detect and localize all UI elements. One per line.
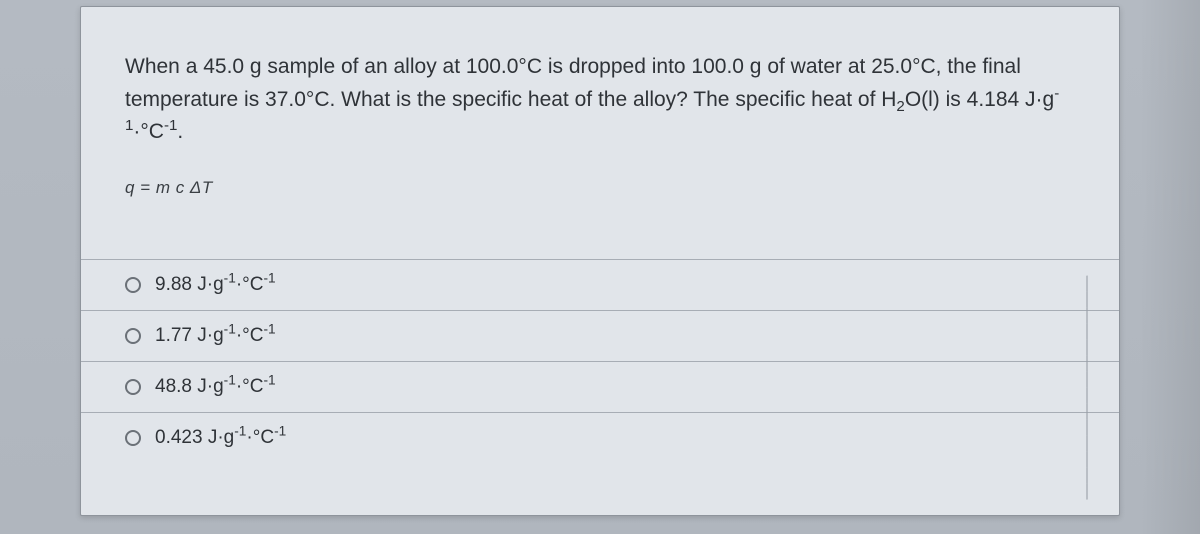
question-card: When a 45.0 g sample of an alloy at 100.…	[80, 6, 1120, 516]
page-shadow-right	[1140, 0, 1200, 534]
page-background: When a 45.0 g sample of an alloy at 100.…	[0, 0, 1200, 534]
option-row[interactable]: 48.8 J·g-1·°C-1	[81, 362, 1119, 413]
formula-hint: q = m c ΔT	[125, 175, 1075, 201]
question-text: When a 45.0 g sample of an alloy at 100.…	[125, 51, 1065, 149]
option-row[interactable]: 1.77 J·g-1·°C-1	[81, 311, 1119, 362]
option-row[interactable]: 0.423 J·g-1·°C-1	[81, 413, 1119, 463]
option-label: 1.77 J·g-1·°C-1	[155, 325, 276, 347]
option-row[interactable]: 9.88 J·g-1·°C-1	[81, 260, 1119, 311]
radio-icon[interactable]	[125, 379, 141, 395]
radio-icon[interactable]	[125, 277, 141, 293]
options-list: 9.88 J·g-1·°C-1 1.77 J·g-1·°C-1 48.8 J·g…	[81, 259, 1119, 463]
option-label: 0.423 J·g-1·°C-1	[155, 427, 286, 449]
option-label: 48.8 J·g-1·°C-1	[155, 376, 276, 398]
radio-icon[interactable]	[125, 328, 141, 344]
radio-icon[interactable]	[125, 430, 141, 446]
option-label: 9.88 J·g-1·°C-1	[155, 274, 276, 296]
question-area: When a 45.0 g sample of an alloy at 100.…	[81, 7, 1119, 221]
